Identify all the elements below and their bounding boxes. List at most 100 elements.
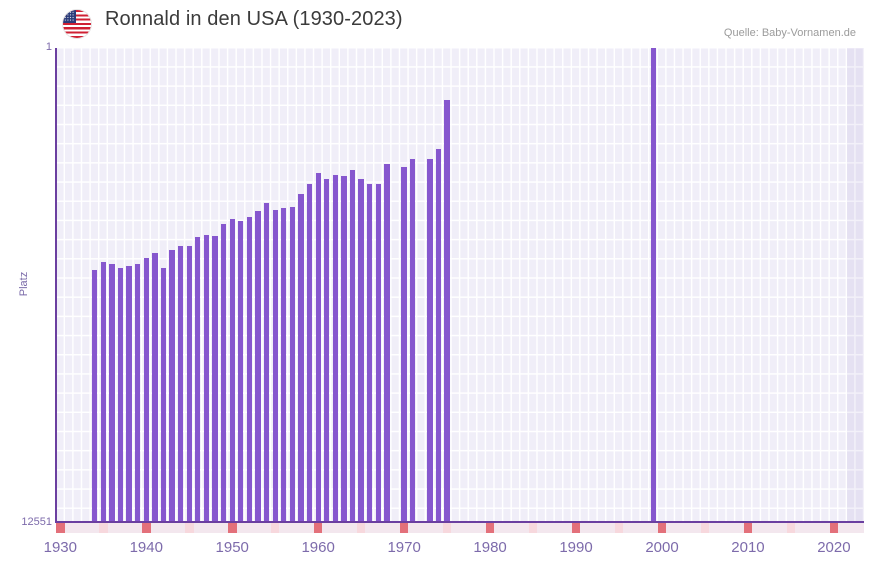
- x-axis-minor-tick: [339, 523, 349, 533]
- x-axis-minor-tick: [477, 523, 486, 533]
- x-axis-minor-tick: [769, 523, 779, 533]
- x-axis-minor-tick: [709, 523, 718, 533]
- bar[interactable]: [203, 234, 210, 522]
- bar[interactable]: [272, 210, 278, 522]
- x-axis-minor-tick: [451, 523, 460, 533]
- bar[interactable]: [401, 167, 407, 522]
- bar[interactable]: [134, 263, 141, 522]
- x-axis-minor-tick: [107, 523, 117, 533]
- bar[interactable]: [229, 218, 235, 522]
- bar[interactable]: [255, 210, 261, 522]
- x-axis-minor-tick: [184, 523, 194, 533]
- bar[interactable]: [444, 99, 450, 522]
- bar[interactable]: [650, 48, 657, 522]
- forecast-shaded-band: [846, 48, 864, 522]
- x-axis-major-tick: [829, 523, 839, 533]
- x-axis-minor-tick: [545, 523, 555, 533]
- x-axis-minor-tick: [159, 523, 168, 533]
- x-axis-minor-tick: [253, 523, 263, 533]
- bar[interactable]: [238, 220, 244, 522]
- x-axis-minor-tick: [511, 523, 521, 533]
- x-axis-minor-tick: [365, 523, 375, 533]
- x-axis-major-tick: [485, 523, 495, 533]
- bar[interactable]: [263, 202, 270, 522]
- bar[interactable]: [298, 193, 304, 522]
- x-axis-minor-tick: [262, 523, 271, 533]
- bar[interactable]: [169, 249, 175, 522]
- x-axis-minor-tick: [116, 523, 125, 533]
- bar[interactable]: [186, 245, 192, 522]
- bar[interactable]: [220, 223, 227, 522]
- x-axis-major-tick: [399, 523, 409, 533]
- x-axis-minor-tick: [322, 523, 332, 533]
- bar[interactable]: [384, 164, 390, 522]
- x-axis-minor-tick: [666, 523, 675, 533]
- bar[interactable]: [435, 148, 442, 522]
- bar[interactable]: [324, 179, 330, 522]
- x-axis-minor-tick: [64, 523, 74, 533]
- x-axis-minor-tick: [494, 523, 503, 533]
- x-axis-minor-tick: [649, 523, 658, 533]
- bar[interactable]: [92, 269, 98, 522]
- bar[interactable]: [349, 170, 356, 522]
- x-axis-minor-tick: [425, 523, 435, 533]
- bar[interactable]: [126, 265, 132, 522]
- x-axis-minor-tick: [279, 523, 289, 533]
- bar[interactable]: [375, 184, 381, 522]
- x-axis-minor-tick: [580, 523, 589, 533]
- x-tick-label: 2000: [645, 539, 679, 556]
- x-axis-minor-tick: [288, 523, 297, 533]
- x-axis-major-tick: [657, 523, 667, 533]
- bar[interactable]: [315, 173, 321, 522]
- x-tick-label: 1950: [215, 539, 249, 556]
- x-axis-minor-tick: [460, 523, 469, 533]
- x-axis-minor-tick: [597, 523, 607, 533]
- x-tick-label: 1960: [301, 539, 335, 556]
- x-axis-minor-tick: [838, 523, 847, 533]
- y-axis-line: [55, 48, 57, 522]
- bar[interactable]: [109, 263, 115, 522]
- x-axis-minor-tick: [778, 523, 787, 533]
- x-axis-minor-tick: [795, 523, 804, 533]
- x-axis-minor-tick: [270, 523, 280, 533]
- bar[interactable]: [212, 235, 218, 522]
- chart-header: Ronnald in den USA (1930-2023) Quelle: B…: [0, 0, 873, 46]
- x-axis-minor-tick: [296, 523, 306, 533]
- us-flag-icon: [63, 10, 91, 38]
- x-axis-tick-marks: [56, 523, 864, 533]
- x-axis-minor-tick: [348, 523, 357, 533]
- x-axis-minor-tick: [812, 523, 822, 533]
- x-tick-label: 1990: [559, 539, 593, 556]
- x-axis-minor-tick: [735, 523, 744, 533]
- bar[interactable]: [410, 159, 416, 522]
- bar[interactable]: [177, 245, 184, 522]
- bar[interactable]: [332, 175, 339, 522]
- x-axis-minor-tick: [245, 523, 254, 533]
- x-axis-minor-tick: [236, 523, 246, 533]
- bar[interactable]: [367, 184, 373, 522]
- bar[interactable]: [143, 257, 149, 522]
- x-axis-minor-tick: [305, 523, 314, 533]
- bar[interactable]: [427, 159, 433, 522]
- y-tick-label-top: 1: [45, 41, 52, 53]
- x-axis-minor-tick: [563, 523, 572, 533]
- bar[interactable]: [160, 267, 167, 522]
- x-axis-minor-tick: [752, 523, 761, 533]
- x-axis-minor-tick: [803, 523, 813, 533]
- bar[interactable]: [195, 236, 201, 522]
- bar[interactable]: [152, 253, 158, 522]
- x-axis-minor-tick: [588, 523, 598, 533]
- bar[interactable]: [289, 207, 296, 522]
- bar[interactable]: [306, 184, 313, 522]
- y-axis-title: Platz: [18, 271, 30, 297]
- bar[interactable]: [246, 216, 253, 522]
- x-axis-minor-tick: [374, 523, 383, 533]
- x-axis-minor-tick: [193, 523, 203, 533]
- bar[interactable]: [100, 261, 106, 522]
- bar[interactable]: [281, 207, 287, 522]
- bar[interactable]: [341, 176, 347, 522]
- x-axis-minor-tick: [133, 523, 142, 533]
- bar[interactable]: [117, 267, 124, 522]
- bar[interactable]: [358, 178, 364, 522]
